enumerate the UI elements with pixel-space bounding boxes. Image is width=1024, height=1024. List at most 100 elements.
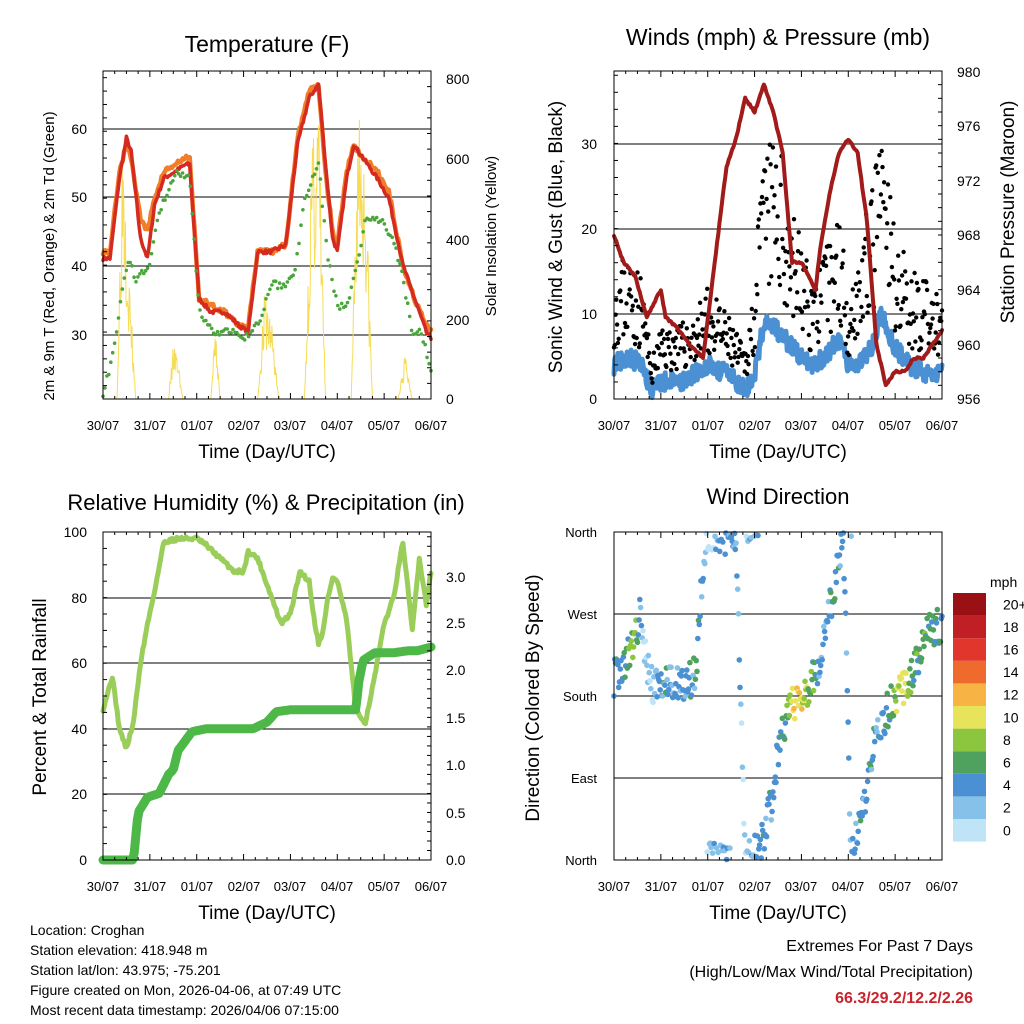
direction-point <box>737 684 743 691</box>
legend-swatch <box>953 751 986 774</box>
gust-point <box>777 282 783 288</box>
direction-point <box>782 720 789 726</box>
gust-point <box>805 299 810 304</box>
dewpoint-point <box>338 307 342 311</box>
gust-point <box>939 318 944 324</box>
direction-point <box>630 644 637 650</box>
dewpoint-point <box>157 211 162 215</box>
direction-point <box>819 657 825 663</box>
gust-point <box>934 291 939 297</box>
dewpoint-point <box>384 228 389 232</box>
legend-swatch <box>953 683 986 706</box>
gust-point <box>665 336 671 342</box>
dewpoint-point <box>361 230 365 234</box>
gust-point <box>930 316 935 321</box>
gust-point <box>673 335 678 341</box>
direction-point <box>817 669 823 676</box>
dewpoint-point <box>291 273 296 278</box>
gust-point <box>707 350 712 356</box>
gust-point <box>787 287 793 292</box>
x-tick-label: 03/07 <box>274 418 307 433</box>
gust-point <box>909 279 914 284</box>
gust-point <box>788 275 794 280</box>
temperature-right-ticklabels: 0 200 400 600 800 <box>446 71 470 407</box>
gust-point <box>712 347 717 352</box>
temperature-ylabel-left: 2m & 9m T (Red, Orange) & 2m Td (Green) <box>41 111 58 400</box>
gust-point <box>845 334 851 339</box>
direction-point <box>902 680 908 687</box>
x-tick-label: 01/07 <box>181 879 214 894</box>
dewpoint-point <box>295 251 299 256</box>
dewpoint-point <box>110 350 115 355</box>
direction-point <box>870 753 876 760</box>
gust-point <box>766 209 771 214</box>
direction-point <box>666 686 672 693</box>
gust-point <box>622 270 627 275</box>
gust-point <box>751 316 757 321</box>
direction-xlabel: Time (Day/UTC) <box>709 903 847 924</box>
dewpoint-point <box>349 285 354 290</box>
gust-point <box>860 258 865 263</box>
gust-point <box>834 253 839 258</box>
gust-point <box>650 380 655 385</box>
gust-point <box>883 206 888 211</box>
dewpoint-point <box>318 177 323 181</box>
gust-point <box>875 170 880 175</box>
winds-left-tick: 20 <box>581 221 597 237</box>
x-tick-label: 03/07 <box>785 418 818 433</box>
gust-point <box>823 263 829 268</box>
dewpoint-point <box>235 330 239 335</box>
dewpoint-point <box>231 327 235 332</box>
legend-label: 10 <box>1003 709 1019 725</box>
gust-point <box>853 281 859 287</box>
station-info: Location: Croghan Station elevation: 418… <box>30 920 341 1020</box>
direction-point <box>786 712 793 719</box>
direction-point <box>929 619 935 625</box>
gust-point <box>730 363 735 368</box>
gust-point <box>800 326 805 332</box>
direction-point <box>908 657 915 664</box>
gust-point <box>847 329 852 335</box>
gust-point <box>759 194 765 200</box>
gust-point <box>809 288 814 294</box>
direction-point <box>846 755 852 761</box>
gust-point <box>864 293 869 299</box>
direction-point <box>678 673 685 679</box>
gust-point <box>767 142 772 147</box>
gust-point <box>724 331 729 336</box>
dewpoint-point <box>250 328 255 333</box>
gust-point <box>928 322 934 327</box>
temperature-xlabel: Time (Day/UTC) <box>198 442 336 463</box>
gust-point <box>712 339 718 344</box>
gust-point <box>935 301 940 307</box>
x-tick-label: 01/07 <box>692 418 725 433</box>
gust-point <box>726 315 732 321</box>
direction-tick: West <box>568 607 598 622</box>
dewpoint-point <box>305 193 309 198</box>
gust-point <box>760 179 765 184</box>
humidity-right-tick: 1.5 <box>446 710 466 726</box>
gust-point <box>836 302 841 308</box>
direction-point <box>735 611 742 617</box>
gust-point <box>672 345 678 350</box>
gust-point <box>924 287 930 293</box>
gust-point <box>774 237 779 242</box>
dewpoint-point <box>173 173 177 178</box>
gust-point <box>735 360 740 365</box>
winds-gridlines <box>614 143 942 315</box>
station-latlon: Station lat/lon: 43.975; -75.201 <box>30 962 221 978</box>
temperature-right-tick: 0 <box>446 391 454 407</box>
dewpoint-point <box>252 323 257 328</box>
dewpoint-point <box>120 287 125 291</box>
legend-swatch <box>953 796 986 819</box>
direction-point <box>845 719 851 725</box>
dewpoint-point <box>320 204 325 209</box>
direction-point <box>734 573 740 579</box>
gust-point <box>769 274 774 279</box>
gust-point <box>874 234 880 240</box>
direction-point <box>916 646 923 652</box>
direction-tick: North <box>565 525 597 540</box>
direction-tick: North <box>565 853 597 868</box>
temperature-right-tick: 600 <box>446 151 470 167</box>
dewpoint-point <box>258 319 263 323</box>
